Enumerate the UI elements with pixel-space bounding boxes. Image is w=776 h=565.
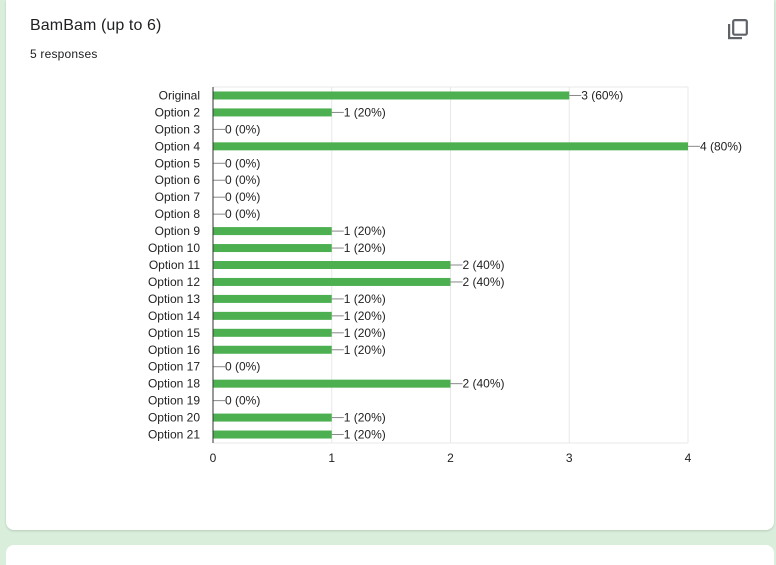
category-label: Option 8	[155, 207, 201, 221]
category-label: Option 17	[148, 360, 200, 374]
data-label: 1 (20%)	[344, 105, 386, 119]
category-label: Option 3	[155, 122, 201, 136]
category-label: Option 20	[148, 411, 200, 425]
bar	[213, 261, 451, 269]
data-label: 0 (0%)	[225, 207, 260, 221]
bar	[213, 142, 688, 151]
data-label: 1 (20%)	[344, 343, 386, 357]
category-label: Original	[159, 88, 200, 102]
data-label: 4 (80%)	[700, 139, 742, 153]
question-title: BamBam (up to 6)	[30, 17, 162, 34]
category-label: Option 6	[155, 173, 201, 187]
data-label: 0 (0%)	[225, 173, 260, 187]
bar	[213, 328, 332, 337]
data-label: 0 (0%)	[225, 394, 260, 408]
data-label: 0 (0%)	[225, 122, 260, 136]
data-label: 3 (60%)	[581, 88, 623, 102]
data-label: 0 (0%)	[225, 360, 260, 374]
data-label: 1 (20%)	[344, 241, 386, 255]
bar	[213, 227, 332, 236]
category-label: Option 19	[148, 394, 200, 408]
category-label: Option 11	[149, 258, 200, 272]
x-tick-label: 4	[685, 451, 692, 465]
bar	[213, 345, 332, 354]
bar	[213, 277, 451, 286]
bar	[213, 311, 332, 320]
category-label: Option 15	[148, 326, 200, 340]
data-label: 1 (20%)	[344, 411, 386, 425]
x-tick-label: 0	[210, 451, 217, 465]
category-label: Option 9	[155, 224, 201, 238]
response-count: 5 responses	[30, 47, 98, 61]
x-tick-label: 1	[328, 451, 335, 465]
category-label: Option 21	[148, 428, 200, 442]
category-label: Option 16	[148, 343, 200, 357]
bar	[213, 430, 332, 439]
category-label: Option 2	[155, 105, 201, 119]
bar	[213, 91, 570, 100]
data-label: 2 (40%)	[463, 275, 505, 289]
data-label: 1 (20%)	[344, 224, 386, 238]
bar	[213, 244, 332, 253]
copy-icon	[728, 18, 748, 40]
x-tick-label: 3	[566, 451, 573, 465]
category-label: Option 18	[148, 377, 200, 391]
data-label: 2 (40%)	[463, 377, 505, 391]
bar	[213, 108, 332, 117]
data-label: 0 (0%)	[225, 190, 260, 204]
category-label: Option 4	[155, 139, 201, 153]
category-label: Option 12	[148, 275, 200, 289]
data-label: 1 (20%)	[344, 309, 386, 323]
data-label: 1 (20%)	[344, 326, 386, 340]
category-label: Option 13	[148, 292, 200, 306]
x-tick-label: 2	[447, 451, 454, 465]
data-label: 0 (0%)	[225, 156, 260, 170]
bar	[213, 294, 332, 303]
category-label: Option 14	[148, 309, 200, 323]
category-label: Option 10	[148, 241, 200, 255]
category-label: Option 5	[155, 156, 201, 170]
data-label: 1 (20%)	[344, 428, 386, 442]
bar	[213, 413, 332, 422]
copy-chart-button[interactable]	[724, 17, 752, 45]
data-label: 2 (40%)	[463, 258, 505, 272]
category-label: Option 7	[155, 190, 201, 204]
bar	[213, 379, 451, 388]
data-label: 1 (20%)	[344, 292, 386, 306]
